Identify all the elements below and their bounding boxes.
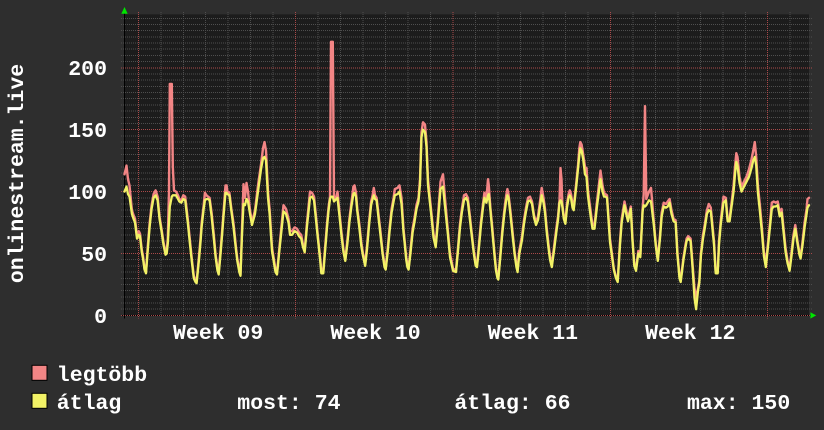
svg-text:Week 09: Week 09	[173, 322, 263, 346]
svg-text:most: 74: most: 74	[237, 392, 340, 416]
svg-text:legtöbb: legtöbb	[57, 364, 147, 388]
svg-text:Week 10: Week 10	[330, 322, 420, 346]
svg-text:150: 150	[68, 120, 107, 144]
svg-text:50: 50	[81, 244, 107, 268]
svg-text:0: 0	[94, 306, 107, 330]
svg-text:Week 11: Week 11	[488, 322, 578, 346]
svg-text:átlag: 66: átlag: 66	[454, 392, 570, 416]
svg-text:Week 12: Week 12	[645, 322, 735, 346]
svg-text:100: 100	[68, 182, 107, 206]
svg-text:max: 150: max: 150	[687, 392, 790, 416]
svg-text:átlag: átlag	[57, 392, 122, 416]
svg-text:200: 200	[68, 58, 107, 82]
svg-text:onlinestream.live: onlinestream.live	[6, 64, 30, 283]
